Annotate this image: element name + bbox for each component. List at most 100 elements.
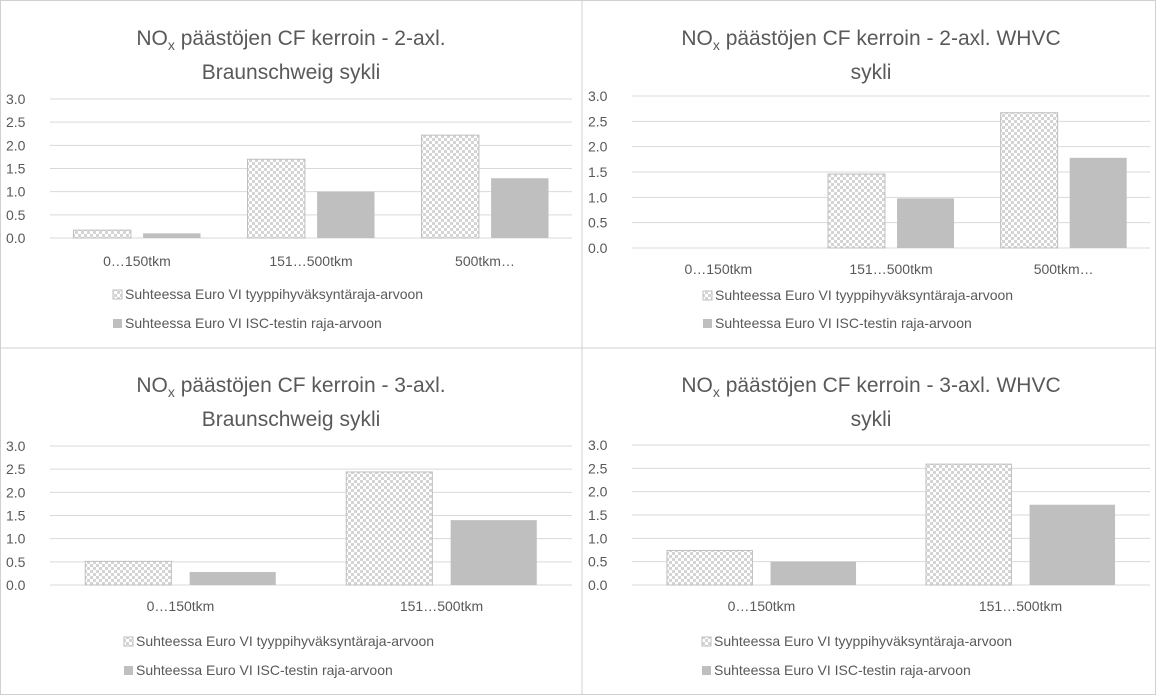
x-category-label: 151…500tkm	[979, 598, 1062, 614]
chart-title-rest: päästöjen CF kerroin - 2-axl. WHVC	[720, 27, 1061, 50]
y-tick-label: 0.5	[588, 215, 608, 231]
legend: Suhteessa Euro VI tyyppihyväksyntäraja-a…	[123, 633, 434, 678]
y-tick-label: 2.0	[588, 484, 608, 500]
bar-hatched	[827, 173, 886, 249]
bar-hatched	[84, 560, 172, 586]
y-tick-label: 2.5	[588, 460, 608, 476]
chart-title: NOx päästöjen CF kerroin - 3-axl. WHVC	[681, 374, 1060, 400]
legend-swatch-solid	[124, 666, 133, 675]
y-tick-label: 1.5	[6, 508, 26, 524]
y-tick-label: 0.0	[6, 230, 26, 246]
y-tick-label: 3.0	[588, 88, 608, 104]
bar-hatched	[666, 549, 753, 586]
y-tick-label: 1.0	[6, 531, 26, 547]
chart-title-subscript: x	[168, 384, 175, 400]
bar-solid	[1029, 504, 1116, 585]
y-tick-label: 2.0	[6, 484, 26, 500]
legend-swatch-solid	[703, 319, 712, 328]
x-category-label: 500tkm…	[1034, 261, 1094, 277]
x-category-label: 151…500tkm	[849, 261, 932, 277]
y-tick-label: 0.0	[588, 240, 608, 256]
bar-solid	[317, 191, 375, 238]
legend-swatch-hatched	[702, 290, 713, 301]
chart-title-line2: sykli	[851, 61, 892, 84]
y-tick-label: 3.0	[6, 438, 26, 454]
bar-solid	[450, 520, 537, 585]
chart-panel-3: NOx päästöjen CF kerroin - 3-axl. Braunsc…	[6, 374, 572, 678]
bar-hatched	[420, 134, 480, 239]
bar-solid	[770, 561, 857, 585]
chart-title-subscript: x	[168, 37, 175, 53]
legend: Suhteessa Euro VI tyyppihyväksyntäraja-a…	[702, 287, 1013, 331]
y-tick-label: 2.0	[588, 139, 608, 155]
legend-swatch-hatched	[123, 636, 134, 647]
bar-hatched	[1000, 112, 1059, 249]
legend-label: Suhteessa Euro VI tyyppihyväksyntäraja-a…	[136, 633, 434, 649]
legend-swatch-hatched	[701, 636, 712, 647]
legend-label: Suhteessa Euro VI ISC-testin raja-arvoon	[136, 662, 393, 678]
y-tick-label: 2.5	[588, 113, 608, 129]
x-category-label: 500tkm…	[455, 253, 515, 269]
chart-title-rest: päästöjen CF kerroin - 2-axl.	[175, 27, 446, 50]
bar-solid	[1069, 157, 1127, 248]
x-category-label: 151…500tkm	[400, 598, 483, 614]
y-tick-label: 1.5	[588, 164, 608, 180]
y-tick-label: 1.0	[6, 184, 26, 200]
y-tick-label: 0.5	[588, 554, 608, 570]
bar-solid	[897, 198, 955, 248]
legend-label: Suhteessa Euro VI ISC-testin raja-arvoon	[715, 315, 972, 331]
bar-hatched	[345, 471, 433, 586]
legend-label: Suhteessa Euro VI ISC-testin raja-arvoon	[125, 315, 382, 331]
y-tick-label: 2.5	[6, 114, 26, 130]
chart-title: NOx päästöjen CF kerroin - 3-axl.	[136, 374, 445, 400]
chart-title-rest: päästöjen CF kerroin - 3-axl.	[175, 374, 446, 397]
y-tick-label: 0.0	[6, 577, 26, 593]
y-tick-label: 3.0	[588, 437, 608, 453]
bar-solid	[143, 233, 201, 238]
bar-hatched	[925, 463, 1012, 586]
x-category-label: 0…150tkm	[147, 598, 215, 614]
chart-panel-2: NOx päästöjen CF kerroin - 2-axl. WHVC sy…	[588, 27, 1150, 331]
bar-hatched	[246, 158, 306, 239]
chart-title-line2: Braunschweig sykli	[202, 61, 381, 84]
legend-swatch-solid	[702, 666, 711, 675]
chart-title: NOx päästöjen CF kerroin - 2-axl. WHVC	[681, 27, 1060, 53]
legend-label: Suhteessa Euro VI tyyppihyväksyntäraja-a…	[715, 287, 1013, 303]
bar-hatched	[72, 229, 132, 239]
legend-swatch-solid	[113, 319, 122, 328]
legend: Suhteessa Euro VI tyyppihyväksyntäraja-a…	[112, 286, 423, 331]
chart-title: NOx päästöjen CF kerroin - 2-axl.	[136, 27, 445, 53]
legend: Suhteessa Euro VI tyyppihyväksyntäraja-a…	[701, 633, 1012, 678]
y-tick-label: 2.5	[6, 461, 26, 477]
chart-title-rest: päästöjen CF kerroin - 3-axl. WHVC	[720, 374, 1061, 397]
chart-title-line2: Braunschweig sykli	[202, 408, 381, 431]
x-category-label: 151…500tkm	[269, 253, 352, 269]
y-tick-label: 3.0	[6, 91, 26, 107]
chart-title-main: NO	[681, 374, 713, 397]
chart-title-main: NO	[136, 27, 168, 50]
y-tick-label: 1.0	[588, 530, 608, 546]
y-tick-label: 1.0	[588, 189, 608, 205]
x-category-label: 0…150tkm	[684, 261, 752, 277]
chart-title-line2: sykli	[851, 408, 892, 431]
legend-label: Suhteessa Euro VI tyyppihyväksyntäraja-a…	[125, 286, 423, 302]
y-tick-label: 0.0	[588, 577, 608, 593]
legend-label: Suhteessa Euro VI ISC-testin raja-arvoon	[714, 662, 971, 678]
y-tick-label: 0.5	[6, 207, 26, 223]
x-category-label: 0…150tkm	[103, 253, 171, 269]
chart-title-subscript: x	[713, 384, 720, 400]
x-category-label: 0…150tkm	[728, 598, 796, 614]
legend-swatch-hatched	[112, 289, 123, 300]
y-tick-label: 1.5	[6, 161, 26, 177]
chart-title-main: NO	[681, 27, 713, 50]
chart-title-main: NO	[136, 374, 168, 397]
bar-solid	[189, 572, 276, 585]
chart-title-subscript: x	[713, 37, 720, 53]
chart-panel-4: NOx päästöjen CF kerroin - 3-axl. WHVC sy…	[588, 374, 1150, 678]
y-tick-label: 2.0	[6, 137, 26, 153]
bar-solid	[491, 178, 549, 238]
y-tick-label: 1.5	[588, 507, 608, 523]
